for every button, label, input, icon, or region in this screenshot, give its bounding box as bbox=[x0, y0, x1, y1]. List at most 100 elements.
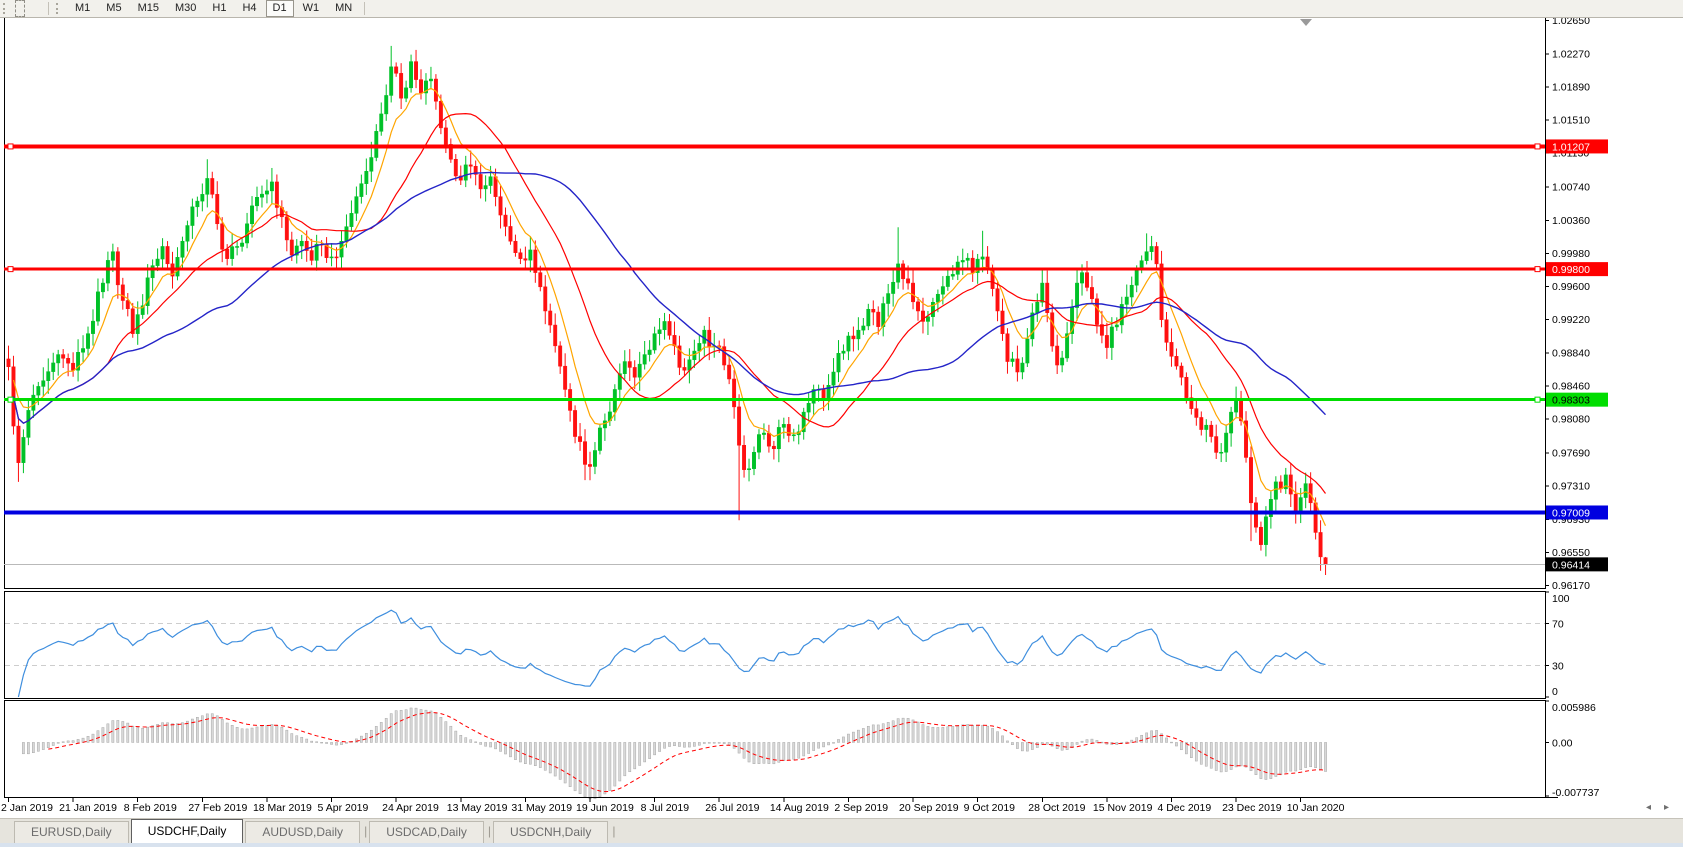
price-tick-label: 1.01510 bbox=[1552, 115, 1590, 127]
scroll-left-icon[interactable]: ◂ bbox=[1646, 802, 1652, 813]
line-handle[interactable] bbox=[7, 143, 14, 150]
price-axis: 1.026501.022701.018901.015101.011301.007… bbox=[1545, 15, 1590, 592]
line-handle[interactable] bbox=[7, 396, 14, 403]
timeframe-button-h1[interactable]: H1 bbox=[212, 2, 227, 14]
toolbar-grip[interactable] bbox=[3, 3, 10, 14]
timeframe-button-w1[interactable]: W1 bbox=[302, 2, 320, 14]
time-tick-label: 10 Jan 2020 bbox=[1286, 802, 1345, 814]
timeframe-button-d1[interactable]: D1 bbox=[265, 0, 294, 17]
rsi-indicator-label bbox=[9, 593, 12, 605]
time-tick-label: 19 Jun 2019 bbox=[575, 802, 634, 814]
time-tick-label: 5 Apr 2019 bbox=[317, 802, 369, 814]
time-tick-label: 14 Aug 2019 bbox=[769, 802, 829, 814]
price-tick-label: 0.99980 bbox=[1552, 248, 1590, 260]
price-label-text: 1.01207 bbox=[1552, 141, 1590, 153]
text-tool-button[interactable] bbox=[15, 0, 25, 17]
toolbar-separator-2 bbox=[364, 2, 366, 15]
rsi-scale-label: 100 bbox=[1552, 593, 1570, 605]
time-tick-label: 21 Jan 2019 bbox=[59, 802, 117, 814]
price-tick-label: 0.99600 bbox=[1552, 281, 1590, 293]
rsi-line bbox=[17, 609, 1326, 698]
timeframe-button-m30[interactable]: M30 bbox=[174, 2, 197, 14]
time-tick-label: 2 Jan 2019 bbox=[1, 802, 53, 814]
time-axis[interactable]: 2 Jan 2019 21 Jan 2019 8 Feb 2019 27 Feb 20… bbox=[0, 801, 1683, 818]
rsi-scale-label: 0 bbox=[1552, 686, 1558, 698]
current-price-text: 0.96414 bbox=[1552, 559, 1590, 571]
price-label-text: 0.98303 bbox=[1552, 395, 1590, 407]
price-tick-label: 0.99220 bbox=[1552, 314, 1590, 326]
macd-scale-label: 0.005986 bbox=[1552, 702, 1596, 714]
ma-8-line bbox=[12, 87, 1327, 526]
timeframe-button-mn[interactable]: MN bbox=[335, 2, 353, 14]
toolbar-separator bbox=[48, 2, 49, 15]
chart-tab-audusd[interactable]: AUDUSD,Daily bbox=[245, 821, 361, 843]
chart-tab-eurusd[interactable]: EURUSD,Daily bbox=[14, 821, 129, 843]
tab-separator: | bbox=[364, 824, 368, 838]
price-label-badge bbox=[1546, 505, 1608, 520]
candles-series bbox=[6, 45, 1328, 576]
status-strip bbox=[0, 843, 1683, 847]
time-tick-label: 20 Sep 2019 bbox=[899, 802, 959, 814]
timeframe-button-h4[interactable]: H4 bbox=[242, 2, 257, 14]
price-tick-label: 1.02270 bbox=[1552, 48, 1590, 60]
price-label-text: 0.97009 bbox=[1552, 507, 1590, 519]
macd-signal-line bbox=[48, 712, 1326, 793]
price-label-badge bbox=[1546, 392, 1608, 407]
tab-separator: | bbox=[487, 824, 491, 838]
timeframe-toolbar: M1 M5 M15 M30 H1 H4 D1 W1 MN bbox=[0, 0, 1683, 18]
price-label-badge bbox=[1546, 262, 1608, 277]
toolbar-grip-2[interactable] bbox=[56, 3, 63, 14]
timeframe-button-m15[interactable]: M15 bbox=[137, 2, 159, 14]
chart-tab-usdcnh[interactable]: USDCNH,Daily bbox=[493, 821, 609, 843]
rsi-scale-label: 30 bbox=[1552, 661, 1564, 673]
current-price-badge bbox=[1546, 557, 1608, 572]
line-handle[interactable] bbox=[1534, 143, 1541, 150]
price-tick-label: 0.97690 bbox=[1552, 448, 1590, 460]
time-tick-label: 27 Feb 2019 bbox=[188, 802, 248, 814]
time-tick-label: 8 Feb 2019 bbox=[123, 802, 177, 814]
tab-separator: | bbox=[612, 824, 616, 838]
price-tick-label: 0.98460 bbox=[1552, 380, 1590, 392]
macd-scale-label: 0.00 bbox=[1552, 737, 1573, 749]
price-tick-label: 0.98080 bbox=[1552, 414, 1590, 426]
price-tick-label: 1.00360 bbox=[1552, 215, 1590, 227]
timeframe-button-m1[interactable]: M1 bbox=[75, 2, 91, 14]
time-tick-label: 8 Jul 2019 bbox=[640, 802, 690, 814]
timeframe-button-m5[interactable]: M5 bbox=[106, 2, 122, 14]
time-tick-label: 26 Jul 2019 bbox=[705, 802, 760, 814]
ma-20-line bbox=[12, 112, 1326, 494]
price-tick-label: 0.98840 bbox=[1552, 347, 1590, 359]
ma-45-line bbox=[12, 171, 1327, 425]
time-tick-label: 2 Sep 2019 bbox=[834, 802, 889, 814]
line-handle[interactable] bbox=[1534, 396, 1541, 403]
chart-tab-bar: EURUSD,Daily USDCHF,Daily AUDUSD,Daily | USD… bbox=[0, 818, 1683, 843]
line-handle[interactable] bbox=[1534, 266, 1541, 273]
scroll-right-icon[interactable]: ▸ bbox=[1664, 802, 1670, 813]
price-tick-label: 1.01890 bbox=[1552, 81, 1590, 93]
price-tick-label: 0.97310 bbox=[1552, 481, 1590, 493]
chart-tab-usdchf[interactable]: USDCHF,Daily bbox=[130, 819, 244, 843]
price-tick-label: 1.02650 bbox=[1552, 15, 1590, 27]
timeframe-buttons: M1 M5 M15 M30 H1 H4 D1 W1 MN bbox=[67, 0, 360, 17]
price-tick-label: 1.00740 bbox=[1552, 182, 1590, 194]
macd-histogram bbox=[22, 707, 1327, 800]
macd-scale-label: -0.007737 bbox=[1552, 787, 1599, 799]
chart-title bbox=[8, 21, 27, 33]
time-tick-label: 31 May 2019 bbox=[511, 802, 573, 814]
price-label-badge bbox=[1546, 139, 1608, 154]
time-tick-label: 9 Oct 2019 bbox=[963, 802, 1016, 814]
line-handle[interactable] bbox=[7, 266, 14, 273]
price-tick-label: 0.96550 bbox=[1552, 547, 1590, 559]
time-tick-label: 15 Nov 2019 bbox=[1092, 802, 1153, 814]
time-tick-label: 4 Dec 2019 bbox=[1157, 802, 1212, 814]
time-tick-label: 13 May 2019 bbox=[446, 802, 508, 814]
chart-tab-usdcad[interactable]: USDCAD,Daily bbox=[369, 821, 484, 843]
chart-shift-marker-icon[interactable] bbox=[1300, 19, 1312, 26]
time-tick-label: 28 Oct 2019 bbox=[1028, 802, 1086, 814]
price-label-text: 0.99800 bbox=[1552, 264, 1590, 276]
time-tick-label: 23 Dec 2019 bbox=[1222, 802, 1282, 814]
arrows-tool-button[interactable] bbox=[27, 0, 43, 17]
rsi-scale-label: 70 bbox=[1552, 619, 1564, 631]
